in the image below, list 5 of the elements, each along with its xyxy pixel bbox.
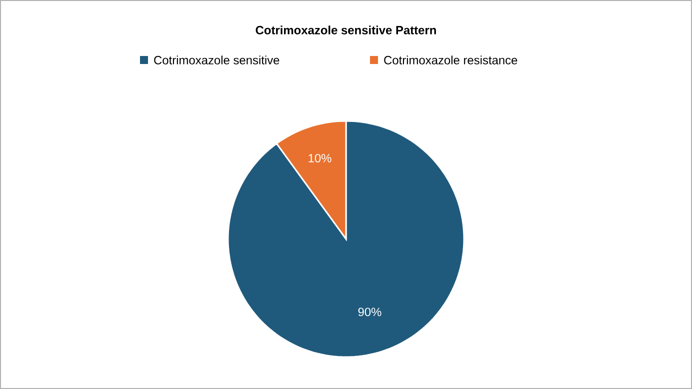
chart-title: Cotrimoxazole sensitive Pattern	[256, 26, 436, 34]
legend-label: Cotrimoxazole resistance	[384, 56, 518, 64]
legend-label: Cotrimoxazole sensitive	[154, 56, 280, 64]
data-label: 90%	[358, 308, 382, 316]
data-label: 10%	[308, 154, 332, 162]
